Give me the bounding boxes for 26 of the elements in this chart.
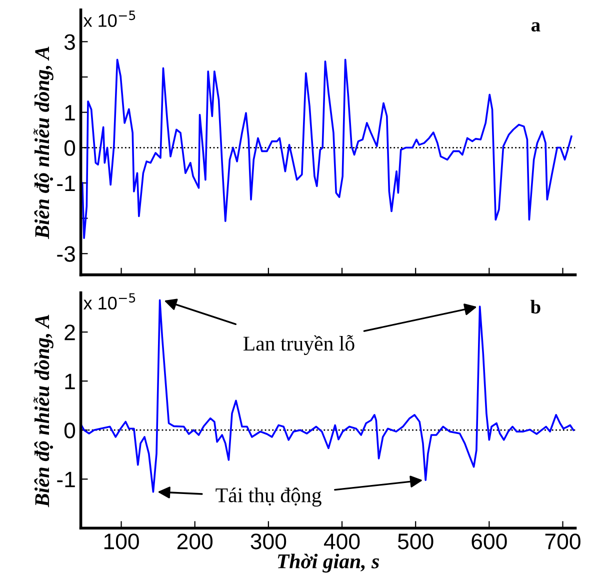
x-tick-label: 400	[324, 534, 360, 550]
annotation: x 10$^{−5}$	[83, 293, 136, 310]
y-tick-label: 0	[64, 422, 76, 438]
y-tick-label: 2	[64, 324, 75, 340]
annotation: b	[530, 300, 540, 314]
y-axis-title: Biên độ nhiễu dòng, A	[34, 46, 54, 240]
y-tick-label: 1	[65, 105, 75, 120]
x-tick-label: 700	[545, 534, 580, 550]
annotation: a	[531, 22, 540, 32]
y-tick-label: 3	[64, 34, 75, 50]
x-tick-label: 300	[250, 534, 286, 550]
x-tick-label: 600	[472, 534, 507, 550]
y-tick-label: -1	[57, 472, 75, 488]
x-tick-label: 200	[177, 534, 213, 550]
y-tick-label: -3	[57, 246, 75, 262]
annotation: x 10$^{−5}$	[83, 10, 136, 27]
y-axis-title: Biên độ nhiễu dòng, A	[34, 314, 54, 508]
x-axis-title: Thời gian, s	[278, 554, 380, 573]
y-tick-label: 1	[65, 374, 75, 390]
annotation: Tái thụ động	[216, 488, 322, 507]
line-series	[81, 58, 572, 239]
y-tick-label: -1	[57, 176, 75, 192]
x-tick-label: 500	[398, 534, 434, 550]
annotation: Lan truyền lỗ	[243, 335, 354, 356]
y-tick-label: 0	[64, 140, 76, 156]
x-tick-label: 100	[104, 534, 139, 550]
